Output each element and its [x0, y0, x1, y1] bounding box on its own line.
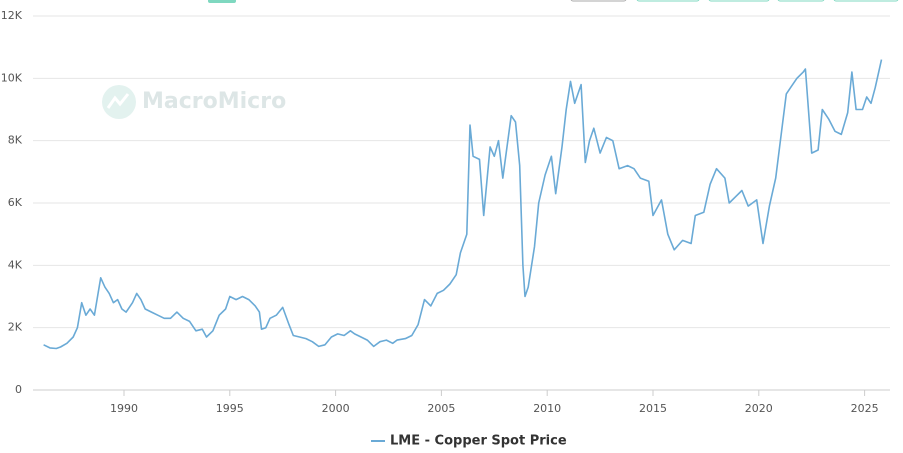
button[interactable]: [708, 0, 770, 2]
x-tick-label: 2015: [639, 402, 667, 415]
price-line: [43, 59, 883, 350]
y-tick-label: 2K: [8, 321, 23, 334]
watermark-logo: [102, 85, 136, 119]
watermark: MacroMicro: [142, 89, 286, 114]
x-tick-label: 1995: [216, 402, 244, 415]
button[interactable]: [570, 0, 627, 2]
badge: [208, 0, 236, 3]
button[interactable]: [636, 0, 700, 2]
y-tick-label: 8K: [8, 134, 23, 147]
y-tick-label: 10K: [1, 71, 23, 84]
x-tick-label: 2000: [322, 402, 350, 415]
x-tick-label: 2025: [851, 402, 879, 415]
x-tick-label: 2020: [745, 402, 773, 415]
y-tick-label: 12K: [1, 9, 23, 22]
y-tick-label: 4K: [8, 258, 23, 271]
x-tick-label: 1990: [110, 402, 138, 415]
x-tick-label: 2010: [533, 402, 561, 415]
y-tick-label: 6K: [8, 196, 23, 209]
legend-label[interactable]: LME - Copper Spot Price: [390, 434, 567, 449]
x-tick-label: 2005: [427, 402, 455, 415]
button[interactable]: [833, 0, 899, 2]
button[interactable]: [777, 0, 825, 2]
y-tick-label: 0: [15, 383, 22, 396]
